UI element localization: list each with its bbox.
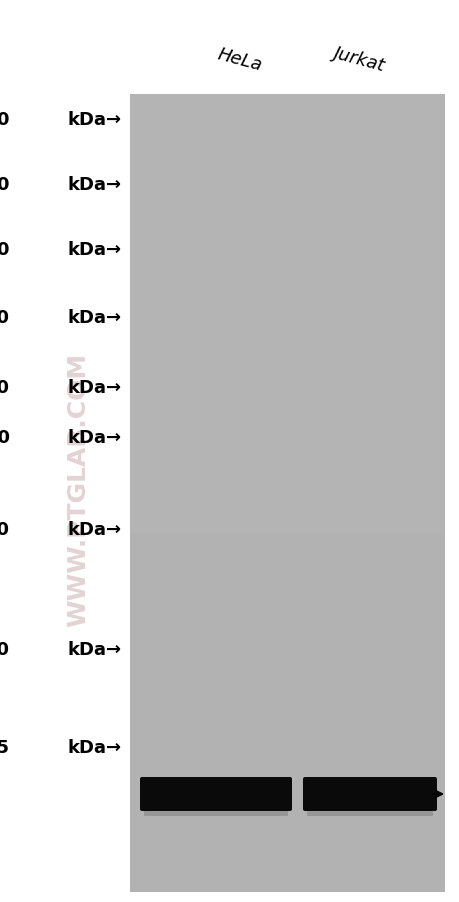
Text: kDa→: kDa→ bbox=[68, 111, 122, 129]
Text: kDa→: kDa→ bbox=[68, 176, 122, 194]
Text: HeLa: HeLa bbox=[215, 46, 264, 75]
FancyBboxPatch shape bbox=[144, 806, 287, 816]
Text: 30: 30 bbox=[0, 520, 10, 538]
Text: kDa→: kDa→ bbox=[68, 428, 122, 446]
FancyBboxPatch shape bbox=[140, 778, 291, 811]
FancyBboxPatch shape bbox=[302, 778, 436, 811]
Bar bbox=[130, 95, 444, 892]
Text: 150: 150 bbox=[0, 176, 10, 194]
Text: kDa→: kDa→ bbox=[68, 308, 122, 327]
Text: kDa→: kDa→ bbox=[68, 640, 122, 658]
Text: kDa→: kDa→ bbox=[68, 379, 122, 397]
Text: 15: 15 bbox=[0, 738, 10, 756]
Bar bbox=[130, 95, 444, 533]
Text: Jurkat: Jurkat bbox=[332, 44, 387, 75]
Text: WWW.PTGLAB.COM: WWW.PTGLAB.COM bbox=[66, 353, 90, 626]
Text: kDa→: kDa→ bbox=[68, 520, 122, 538]
Text: 100: 100 bbox=[0, 241, 10, 259]
FancyBboxPatch shape bbox=[306, 806, 432, 816]
Text: 40: 40 bbox=[0, 428, 10, 446]
Text: kDa→: kDa→ bbox=[68, 738, 122, 756]
Text: 50: 50 bbox=[0, 379, 10, 397]
Text: 250: 250 bbox=[0, 111, 10, 129]
Text: kDa→: kDa→ bbox=[68, 241, 122, 259]
Text: 70: 70 bbox=[0, 308, 10, 327]
Text: 20: 20 bbox=[0, 640, 10, 658]
